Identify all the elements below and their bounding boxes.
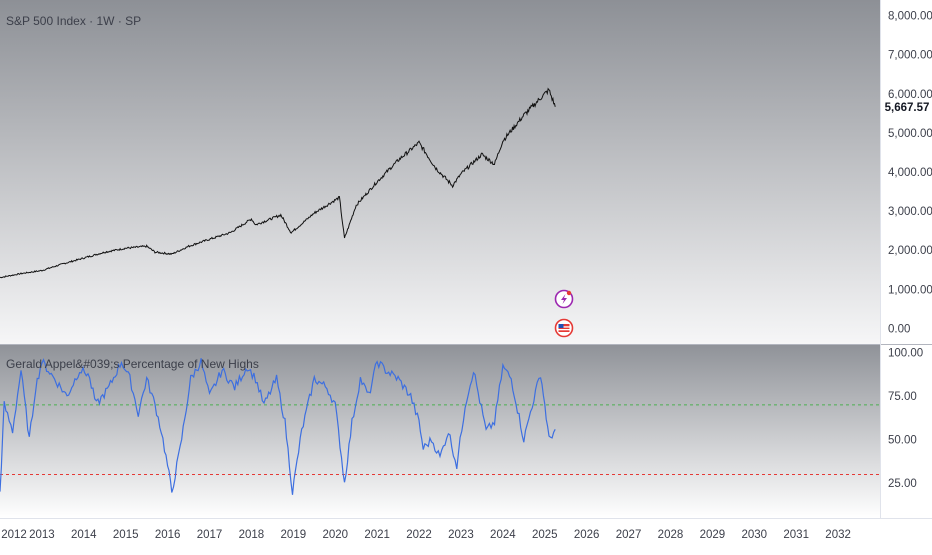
indicator-tick-label: 75.00	[888, 391, 917, 403]
price-tick-label: 7,000.00	[888, 50, 932, 62]
time-tick-label: 2015	[113, 529, 139, 541]
time-tick-label: 2029	[700, 529, 726, 541]
indicator-tick-label: 25.00	[888, 478, 917, 490]
indicator-title: Gerald Appel&#039;s Percentage of New Hi…	[6, 357, 259, 371]
time-tick-label: 2024	[490, 529, 516, 541]
price-tick-label: 4,000.00	[888, 167, 932, 179]
time-tick-label: 2028	[658, 529, 684, 541]
time-tick-label: 2023	[448, 529, 474, 541]
price-axis[interactable]: 0.00 1,000.00 2,000.00 3,000.00 4,000.00 5,00…	[888, 11, 932, 336]
price-tick-label: 0.00	[888, 323, 910, 335]
indicator-axis[interactable]: 25.00 50.00 75.00 100.00	[888, 348, 923, 491]
time-tick-label: 2019	[281, 529, 307, 541]
indicator-tick-label: 50.00	[888, 435, 917, 447]
indicator-pane-background	[0, 344, 880, 518]
us-flag-icon[interactable]	[554, 318, 574, 338]
time-tick-label: 2016	[155, 529, 181, 541]
indicator-tick-label: 100.00	[888, 348, 923, 360]
time-tick-label: 2032	[825, 529, 851, 541]
price-axis-background[interactable]	[880, 0, 932, 518]
time-tick-label: 2017	[197, 529, 223, 541]
time-tick-label: 2022	[406, 529, 432, 541]
time-tick-label: 2027	[616, 529, 642, 541]
time-tick-label: 2018	[239, 529, 265, 541]
time-tick-label: 2014	[71, 529, 97, 541]
price-tick-label: 3,000.00	[888, 206, 932, 218]
time-tick-label: 2026	[574, 529, 600, 541]
chart-title: S&P 500 Index · 1W · SP	[6, 14, 142, 28]
time-tick-label: 2031	[783, 529, 809, 541]
price-tick-label: 5,000.00	[888, 128, 932, 140]
time-axis-background[interactable]	[0, 518, 932, 550]
time-tick-label: 2030	[741, 529, 767, 541]
last-price-label: 5,667.57	[885, 102, 930, 114]
price-tick-label: 6,000.00	[888, 89, 932, 101]
main-pane-background	[0, 0, 880, 344]
time-tick-label: 2012	[1, 529, 27, 541]
time-tick-label: 2021	[364, 529, 390, 541]
time-tick-label: 2020	[322, 529, 348, 541]
time-tick-label: 2013	[29, 529, 55, 541]
lightning-bolt-icon[interactable]	[554, 289, 574, 309]
price-series-line	[0, 87, 556, 279]
time-axis[interactable]: 2012 2013 2014 2015 2016 2017 2018 2019 2020 2021…	[1, 529, 851, 541]
price-tick-label: 2,000.00	[888, 245, 932, 257]
time-tick-label: 2025	[532, 529, 558, 541]
price-tick-label: 8,000.00	[888, 11, 932, 23]
last-price-badge: 5,667.57	[884, 98, 930, 115]
price-tick-label: 1,000.00	[888, 284, 932, 296]
indicator-series-line	[0, 358, 556, 495]
